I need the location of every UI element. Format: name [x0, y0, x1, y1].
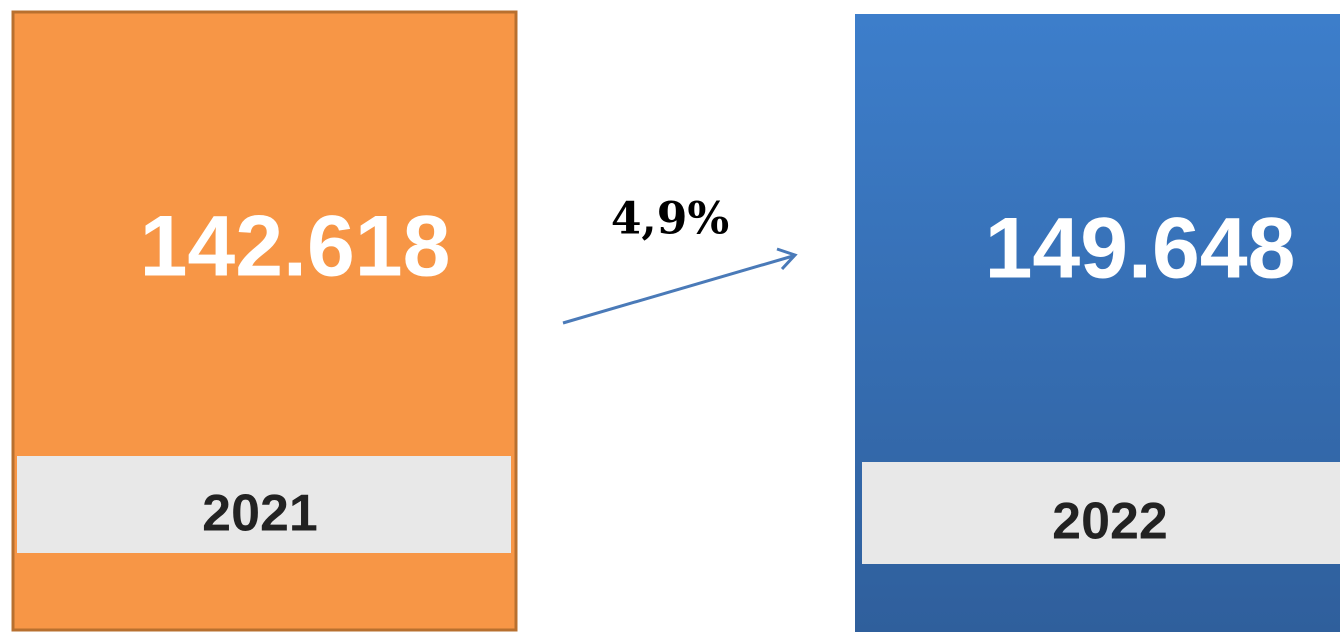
- change-label: 4,9%: [611, 194, 729, 245]
- year: 2022: [1052, 493, 1168, 551]
- year: 2021: [202, 485, 318, 543]
- value: 149.648: [985, 201, 1296, 297]
- year-band: [862, 462, 1340, 564]
- year-band: [17, 456, 511, 553]
- value: 142.618: [140, 199, 451, 295]
- arrow: [562, 254, 794, 325]
- arrow-head: [776, 247, 798, 271]
